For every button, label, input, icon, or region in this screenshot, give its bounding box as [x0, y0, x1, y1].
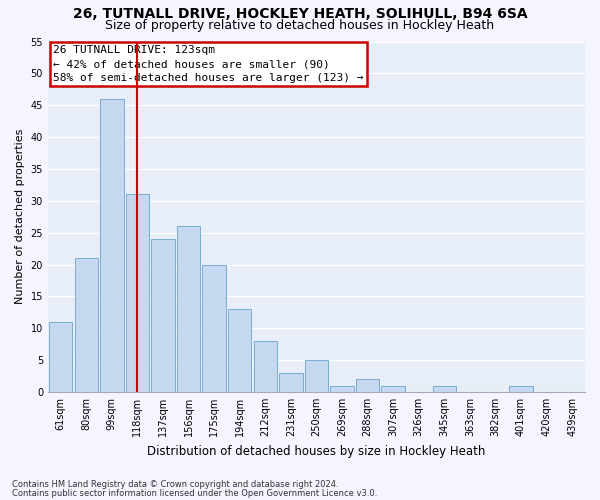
Text: Size of property relative to detached houses in Hockley Heath: Size of property relative to detached ho… [106, 18, 494, 32]
Bar [49, 322, 73, 392]
Bar [151, 239, 175, 392]
Bar [305, 360, 328, 392]
Bar [228, 309, 251, 392]
Bar [330, 386, 354, 392]
Text: 26, TUTNALL DRIVE, HOCKLEY HEATH, SOLIHULL, B94 6SA: 26, TUTNALL DRIVE, HOCKLEY HEATH, SOLIHU… [73, 8, 527, 22]
Bar [177, 226, 200, 392]
X-axis label: Distribution of detached houses by size in Hockley Heath: Distribution of detached houses by size … [147, 444, 485, 458]
Bar [100, 99, 124, 392]
Bar [509, 386, 533, 392]
Bar [356, 379, 379, 392]
Text: Contains HM Land Registry data © Crown copyright and database right 2024.: Contains HM Land Registry data © Crown c… [12, 480, 338, 489]
Bar [433, 386, 456, 392]
Bar [202, 264, 226, 392]
Text: 26 TUTNALL DRIVE: 123sqm
← 42% of detached houses are smaller (90)
58% of semi-d: 26 TUTNALL DRIVE: 123sqm ← 42% of detach… [53, 45, 364, 83]
Text: Contains public sector information licensed under the Open Government Licence v3: Contains public sector information licen… [12, 488, 377, 498]
Bar [74, 258, 98, 392]
Bar [125, 194, 149, 392]
Bar [254, 341, 277, 392]
Bar [382, 386, 405, 392]
Bar [279, 373, 302, 392]
Y-axis label: Number of detached properties: Number of detached properties [15, 129, 25, 304]
